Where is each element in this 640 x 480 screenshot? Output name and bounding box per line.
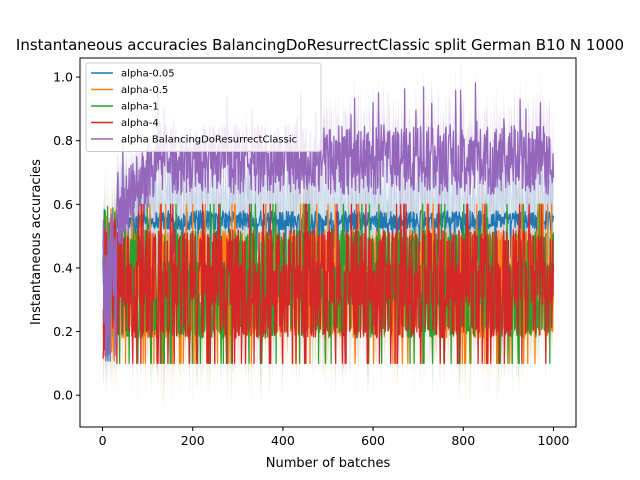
legend-entry: alpha-0.05	[121, 69, 175, 80]
x-tick-label: 1000	[538, 433, 570, 448]
series-line-3	[102, 203, 555, 365]
y-tick-label: 0.0	[53, 388, 73, 403]
plot-frame	[79, 57, 577, 428]
x-axis-label: Number of batches	[266, 456, 391, 471]
y-axis-label: Instantaneous accuracies	[29, 159, 44, 325]
y-tick-label: 1.0	[53, 70, 73, 85]
x-tick-label: 800	[451, 433, 475, 448]
x-tick-label: 400	[271, 433, 295, 448]
x-tick-label: 200	[181, 433, 205, 448]
y-tick-label: 0.2	[53, 324, 73, 339]
x-tick-label: 600	[361, 433, 385, 448]
legend: alpha-0.05 alpha-0.5 alpha-1 alpha-4 alpha B…	[85, 62, 322, 152]
legend-entry: alpha BalancingDoResurrectClassic	[121, 135, 297, 146]
y-tick-label: 0.8	[53, 133, 73, 148]
y-tick-label: 0.4	[53, 260, 73, 275]
legend-box	[85, 62, 322, 152]
legend-entry: alpha-1	[121, 102, 159, 113]
y-tick-label: 0.6	[53, 197, 73, 212]
plot-area	[102, 61, 555, 412]
chart-title: Instantaneous accuracies BalancingDoResu…	[16, 36, 624, 54]
axis-ticks: 0 200 400 600 800 1000 0.0 0.2 0.4 0.6 0.8 1.0	[53, 70, 569, 448]
legend-entry: alpha-0.5	[121, 85, 168, 96]
legend-entry: alpha-4	[121, 118, 159, 129]
x-tick-label: 0	[99, 433, 107, 448]
series-line-4	[102, 81, 555, 362]
